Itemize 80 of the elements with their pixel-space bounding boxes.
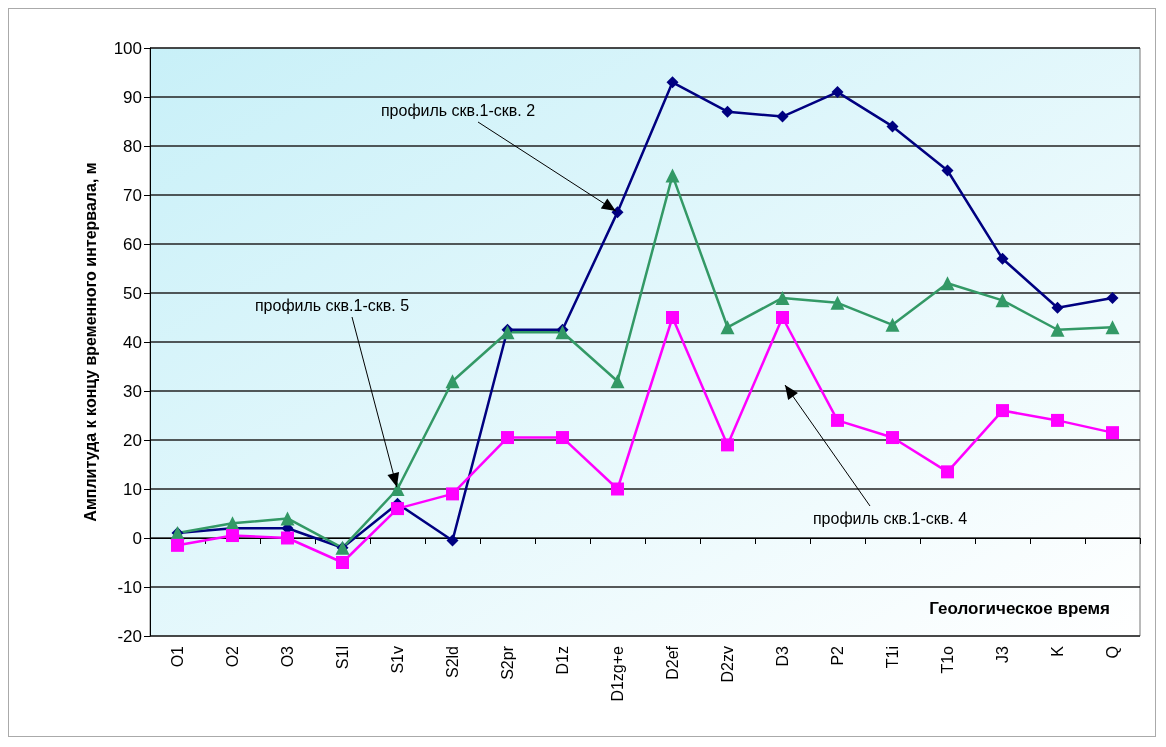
point xyxy=(1051,413,1064,427)
point xyxy=(281,531,294,545)
x-tick-label: K xyxy=(1049,645,1066,657)
point xyxy=(390,482,405,496)
annotation: профиль скв.1-скв. 2 xyxy=(380,101,536,119)
x-tick-label: P2 xyxy=(829,645,846,666)
y-tick-label: 40 xyxy=(123,332,142,352)
point xyxy=(941,465,954,479)
y-tick-label: 50 xyxy=(123,283,142,303)
point xyxy=(280,511,295,526)
point xyxy=(610,374,625,389)
x-tick-label: S2ld xyxy=(444,646,461,679)
point xyxy=(720,320,735,335)
point xyxy=(886,431,899,445)
point xyxy=(445,374,460,389)
point xyxy=(665,168,680,183)
point xyxy=(556,431,569,445)
point xyxy=(831,86,844,99)
x-tick-label: D2ef xyxy=(664,645,681,680)
point xyxy=(830,295,845,310)
point xyxy=(996,404,1009,418)
point xyxy=(1105,320,1120,335)
y-tick-label: 30 xyxy=(123,381,142,401)
x-tick-label: D1z xyxy=(554,646,571,675)
x-tick-label: S1l xyxy=(334,646,351,670)
y-tick-label: -10 xyxy=(117,577,142,597)
x-tick-label: D3 xyxy=(774,645,791,667)
point xyxy=(1106,426,1119,440)
point xyxy=(555,325,570,340)
x-tick-label: J3 xyxy=(994,645,1011,663)
annotation: профиль скв.1-скв. 4 xyxy=(812,509,968,527)
x-tick-label: T1i xyxy=(884,646,901,669)
point xyxy=(885,317,900,332)
point xyxy=(940,276,955,291)
point xyxy=(941,164,954,177)
point xyxy=(996,252,1009,265)
x-axis-title: Геологическое время xyxy=(929,599,1110,618)
x-tick-label: O3 xyxy=(279,645,296,668)
point xyxy=(336,556,349,569)
y-tick-label: 90 xyxy=(123,87,142,107)
point xyxy=(721,438,734,452)
y-tick-label: 10 xyxy=(123,479,142,499)
point xyxy=(1051,301,1064,314)
point xyxy=(831,413,844,427)
y-tick-label: 0 xyxy=(132,528,142,548)
x-tick-label: O2 xyxy=(224,645,241,668)
point xyxy=(446,487,459,501)
x-tick-label: T1o xyxy=(939,645,956,674)
point xyxy=(611,482,624,496)
point xyxy=(501,431,514,445)
point xyxy=(775,290,790,305)
point xyxy=(1050,322,1065,337)
point xyxy=(666,76,679,89)
point xyxy=(666,311,679,324)
y-tick-label: 100 xyxy=(113,38,142,58)
point xyxy=(500,325,515,340)
x-tick-label: D2zv xyxy=(719,646,736,683)
y-tick-label: 80 xyxy=(123,136,142,156)
x-tick-label: Q xyxy=(1104,646,1121,659)
point xyxy=(995,293,1010,308)
point xyxy=(721,105,734,118)
point xyxy=(446,534,459,547)
x-tick-label: S2pr xyxy=(499,645,516,680)
y-axis-title: Амплитуда к концу временного интервала, м xyxy=(81,162,99,522)
point xyxy=(611,206,624,219)
point xyxy=(226,529,239,543)
x-tick-label: O1 xyxy=(169,645,186,668)
point xyxy=(171,538,184,552)
point xyxy=(776,311,789,324)
x-tick-label: D1zg+e xyxy=(609,645,626,702)
point xyxy=(886,120,899,133)
x-tick-label: S1v xyxy=(389,646,406,674)
point xyxy=(776,110,789,123)
y-tick-label: 60 xyxy=(123,234,142,254)
y-tick-label: 20 xyxy=(123,430,142,450)
y-tick-label: 70 xyxy=(123,185,142,205)
y-tick-label: -20 xyxy=(117,626,142,646)
point xyxy=(1106,291,1119,304)
point xyxy=(391,502,404,516)
annotation: профиль скв.1-скв. 5 xyxy=(254,296,410,314)
